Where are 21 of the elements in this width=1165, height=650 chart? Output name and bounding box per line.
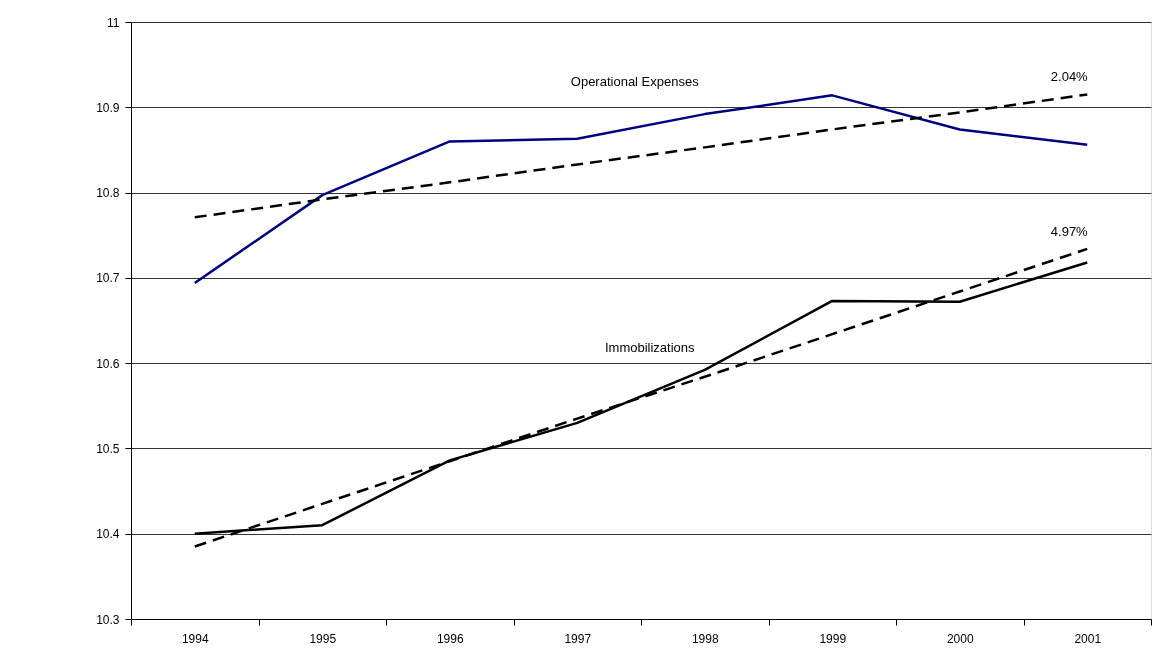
y-tick-label: 10.5 (96, 441, 120, 456)
y-tick-label: 10.6 (96, 356, 120, 371)
y-tick-label: 10.8 (96, 186, 120, 201)
y-tick-label: 10.9 (96, 100, 120, 115)
x-tick-label: 2000 (946, 631, 974, 646)
x-tick-label: 1995 (309, 631, 337, 646)
y-tick-label: 10.3 (96, 612, 120, 627)
y-tick-label: 10.4 (96, 527, 120, 542)
y-tick-label: 10.7 (96, 271, 120, 286)
y-tick-label: 11 (107, 15, 120, 30)
x-tick-label: 1997 (564, 631, 592, 646)
series-label: Immobilizations (604, 339, 696, 355)
x-tick-label: 1999 (819, 631, 847, 646)
x-tick-label: 1994 (181, 631, 209, 646)
x-tick-label: 1998 (691, 631, 719, 646)
line-series (193, 94, 1089, 285)
x-tick-label: 2001 (1074, 631, 1102, 646)
annotation: 2.04% (1050, 69, 1089, 85)
annotation: 4.97% (1050, 223, 1089, 239)
x-tick-label: 1996 (436, 631, 464, 646)
series-label: Operational Expenses (570, 74, 700, 90)
